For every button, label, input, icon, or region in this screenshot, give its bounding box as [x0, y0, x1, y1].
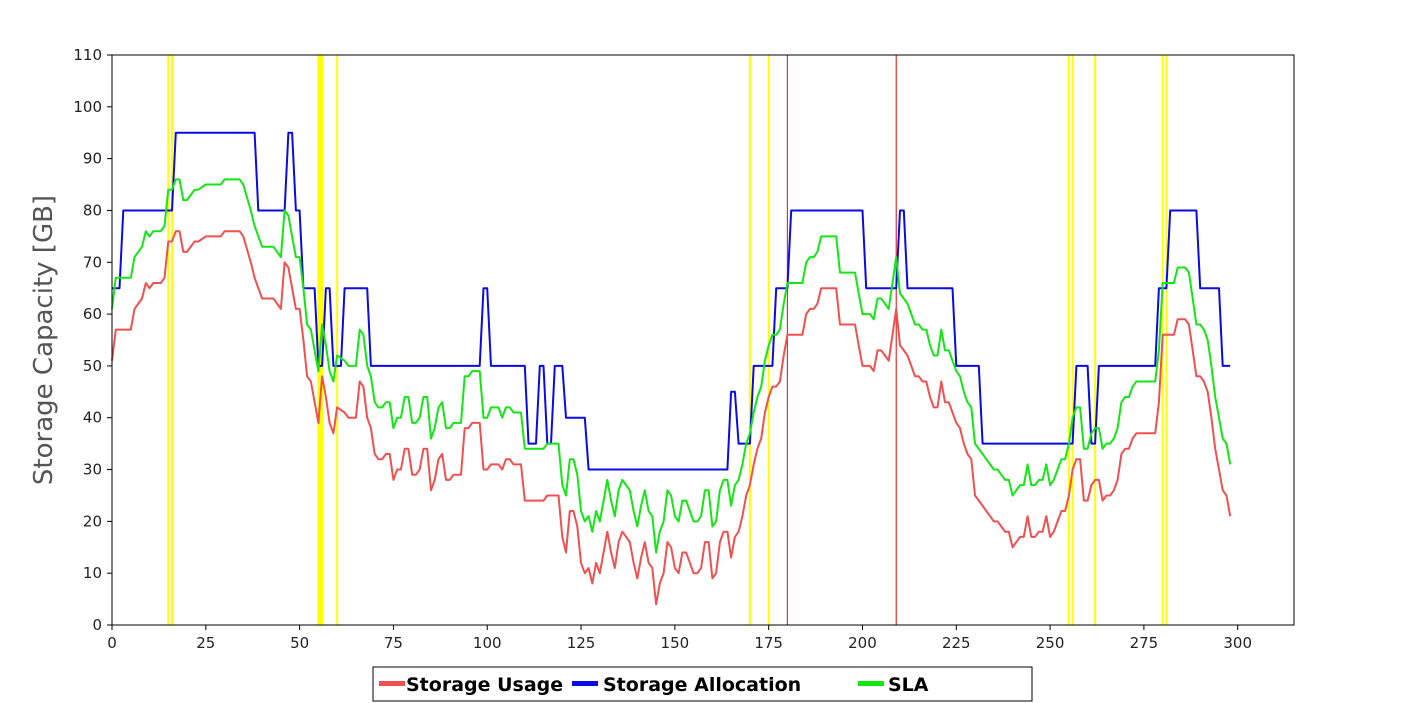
- x-tick-label: 175: [754, 634, 783, 652]
- legend-swatch-sla: [858, 681, 884, 686]
- x-tick-label: 100: [473, 634, 502, 652]
- y-tick-label: 90: [83, 150, 102, 168]
- y-tick-label: 20: [83, 512, 102, 530]
- y-tick-label: 40: [83, 409, 102, 427]
- y-tick-label: 70: [83, 253, 102, 271]
- y-axis: 0 10 20 30 40 50 60 70 80 90 100 110: [73, 46, 112, 634]
- plot-frame: [111, 54, 1295, 626]
- series-line-storage-usage: [111, 230, 1232, 606]
- x-tick-label: 200: [848, 634, 877, 652]
- series-line-sla: [111, 178, 1232, 554]
- x-tick-label: 225: [942, 634, 971, 652]
- legend-swatch-storage-usage: [379, 681, 405, 686]
- legend-label-storage-allocation: Storage Allocation: [603, 674, 801, 696]
- y-tick-label: 0: [92, 616, 102, 634]
- x-tick-label: 125: [567, 634, 596, 652]
- x-tick-label: 300: [1223, 634, 1252, 652]
- legend-label-sla: SLA: [888, 674, 929, 696]
- y-tick-label: 30: [83, 461, 102, 479]
- x-tick-label: 275: [1130, 634, 1159, 652]
- legend-swatch-storage-allocation: [572, 681, 598, 686]
- x-tick-label: 0: [107, 634, 117, 652]
- legend: Storage Usage Storage Allocation SLA: [372, 666, 1033, 702]
- x-tick-label: 50: [290, 634, 309, 652]
- x-tick-label: 150: [661, 634, 690, 652]
- legend-label-storage-usage: Storage Usage: [406, 674, 563, 696]
- y-tick-label: 50: [83, 357, 102, 375]
- y-tick-label: 100: [73, 98, 102, 116]
- x-tick-label: 25: [196, 634, 215, 652]
- y-tick-label: 60: [83, 305, 102, 323]
- y-tick-label: 110: [73, 46, 102, 64]
- legend-box: [372, 666, 1033, 702]
- series-line-storage-allocation: [112, 131, 1231, 471]
- x-axis: 0 25 50 75 100 125 150 175 200 225 250 275 300: [107, 625, 1252, 652]
- y-tick-label: 80: [83, 201, 102, 219]
- x-tick-label: 250: [1036, 634, 1065, 652]
- series-lines: [111, 131, 1232, 606]
- y-axis-title: Storage Capacity [GB]: [29, 195, 59, 485]
- y-tick-label: 10: [83, 564, 102, 582]
- x-tick-label: 75: [384, 634, 403, 652]
